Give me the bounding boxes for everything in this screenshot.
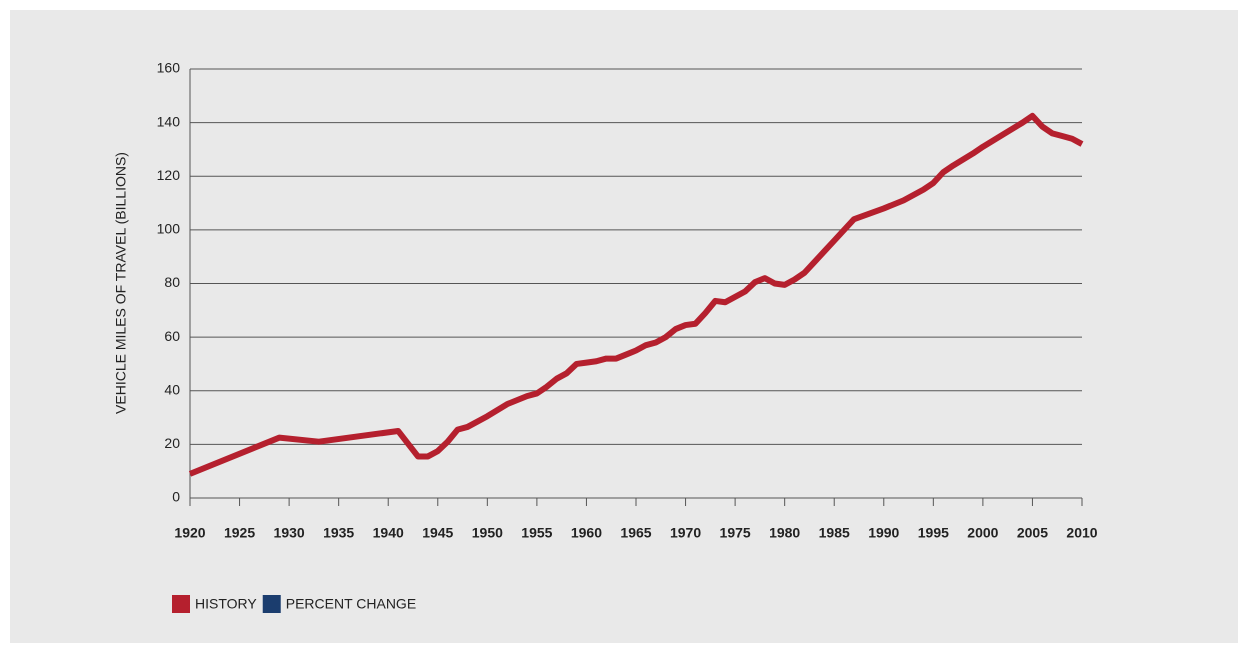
x-tick-label: 1945 (422, 525, 453, 541)
y-tick-label: 60 (164, 328, 180, 344)
x-tick-label: 1930 (274, 525, 305, 541)
y-tick-label: 120 (157, 167, 181, 183)
x-tick-label: 1975 (720, 525, 751, 541)
y-tick-label: 160 (157, 60, 181, 76)
y-tick-label: 40 (164, 381, 180, 397)
x-tick-label: 1970 (670, 525, 701, 541)
chart-background (10, 10, 1238, 643)
x-tick-label: 2000 (967, 525, 998, 541)
legend-label: HISTORY (195, 596, 257, 612)
x-tick-label: 2005 (1017, 525, 1048, 541)
legend-swatch (262, 595, 281, 613)
legend-label: PERCENT CHANGE (286, 596, 416, 612)
x-tick-label: 1965 (620, 525, 651, 541)
y-tick-label: 80 (164, 274, 180, 290)
y-tick-label: 140 (157, 113, 181, 129)
x-tick-label: 1995 (918, 525, 949, 541)
y-axis-label: VEHICLE MILES OF TRAVEL (BILLIONS) (113, 152, 129, 414)
x-tick-label: 1980 (769, 525, 800, 541)
x-tick-label: 2010 (1066, 525, 1097, 541)
x-tick-label: 1935 (323, 525, 354, 541)
legend-swatch (172, 595, 190, 613)
y-tick-label: 100 (157, 221, 181, 237)
x-tick-label: 1925 (224, 525, 255, 541)
x-tick-label: 1960 (571, 525, 602, 541)
x-tick-label: 1990 (868, 525, 899, 541)
x-tick-label: 1940 (373, 525, 404, 541)
x-tick-label: 1985 (819, 525, 850, 541)
data-line (188, 112, 1084, 477)
x-tick-label: 1920 (174, 525, 205, 541)
x-tick-label: 1955 (521, 525, 552, 541)
x-tick-label: 1950 (472, 525, 503, 541)
y-tick-label: 0 (172, 489, 180, 505)
y-tick-label: 20 (164, 435, 180, 451)
